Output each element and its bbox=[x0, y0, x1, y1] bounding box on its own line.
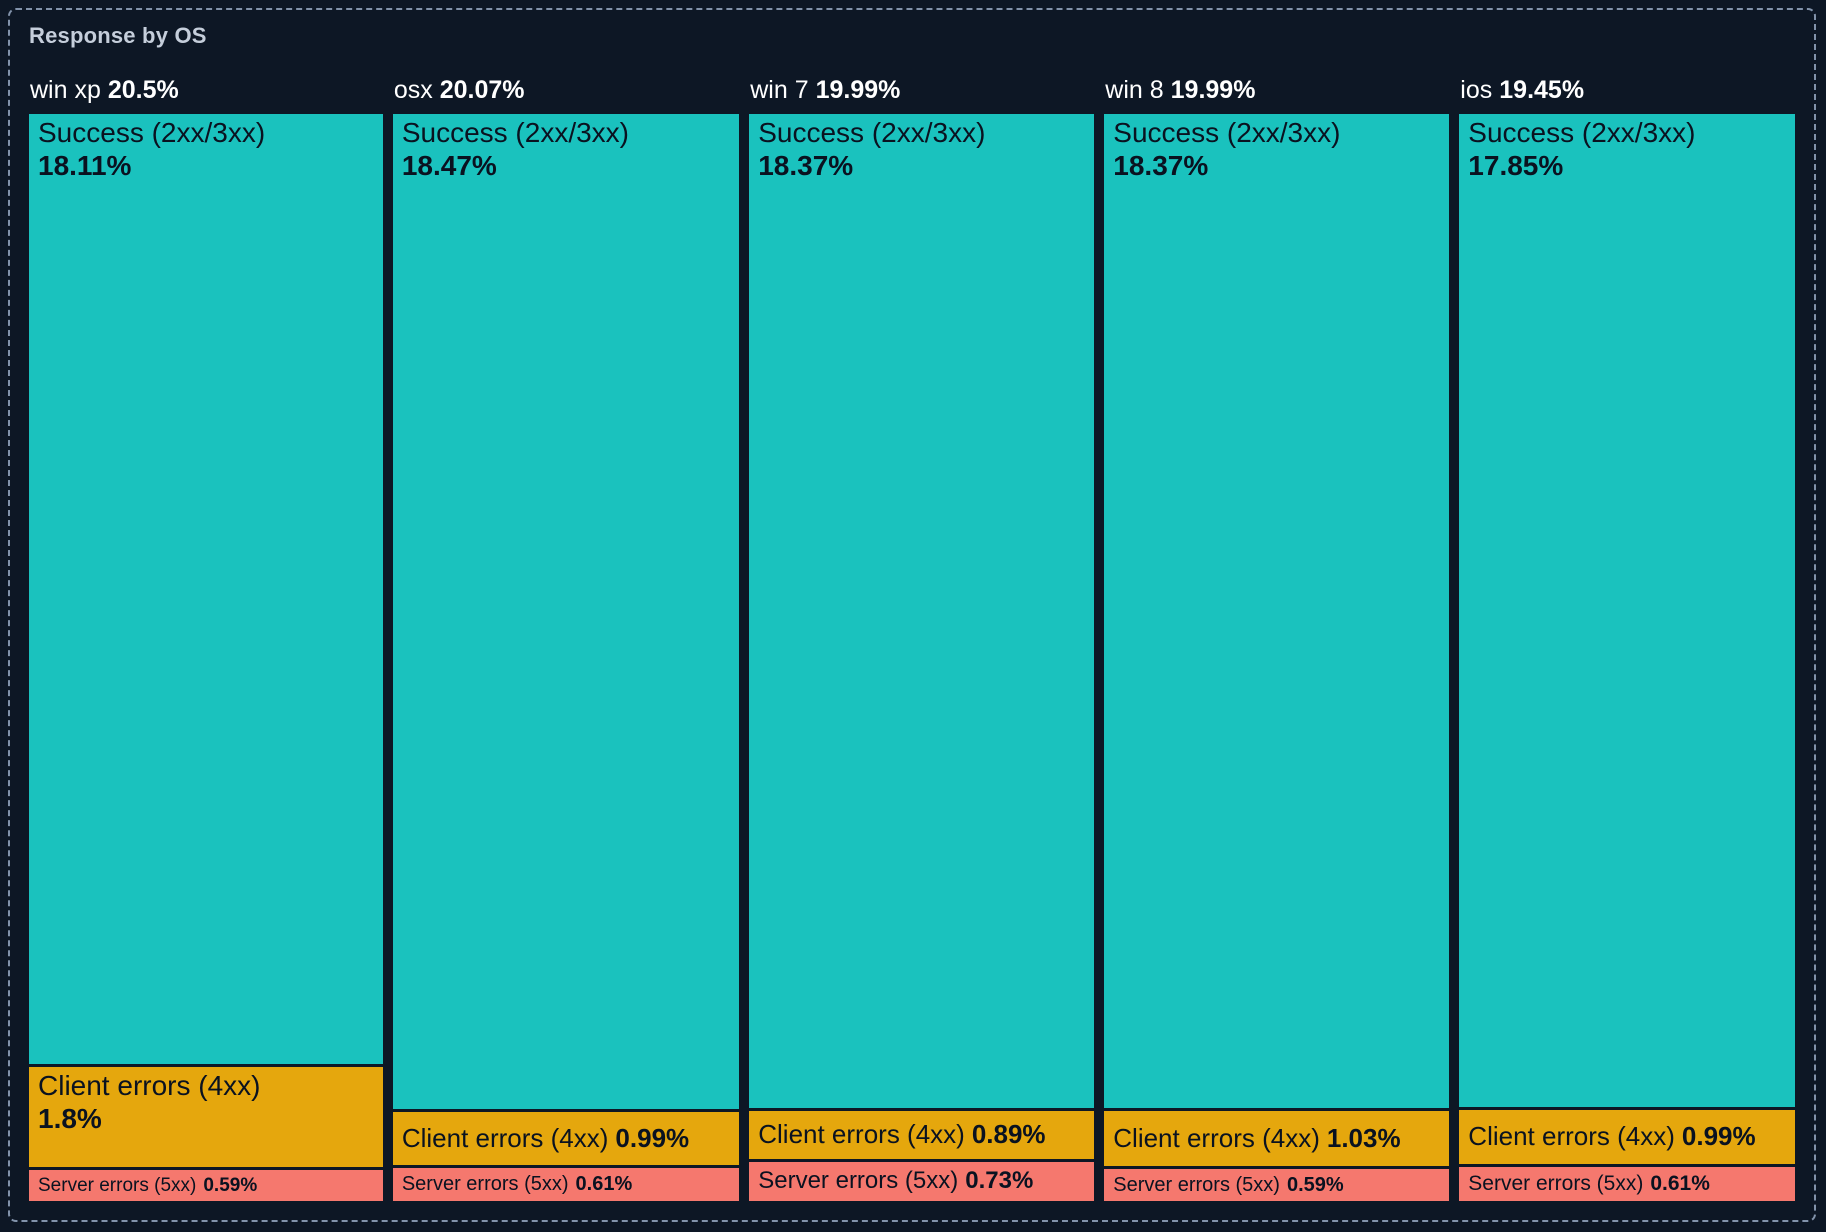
os-name: win xp bbox=[30, 76, 101, 105]
os-segment-stack: Success (2xx/3xx) 18.37% Client errors (… bbox=[1104, 114, 1450, 1201]
os-total-percent: 20.07% bbox=[439, 76, 525, 105]
treemap-chart: win xp 20.5% Success (2xx/3xx) 18.11% Cl… bbox=[29, 78, 1795, 1202]
segment-value: 1.03% bbox=[1326, 1123, 1401, 1154]
segment-server-errors[interactable]: Server errors (5xx) 0.61% bbox=[1459, 1167, 1795, 1201]
segment-value: 18.37% bbox=[1113, 150, 1209, 182]
segment-label: Success (2xx/3xx) bbox=[38, 117, 266, 149]
segment-label: Client errors (4xx) bbox=[1113, 1123, 1320, 1154]
segment-value: 18.11% bbox=[38, 150, 132, 182]
segment-label: Server errors (5xx) bbox=[38, 1174, 197, 1196]
response-by-os-panel: Response by OS win xp 20.5% Success (2xx… bbox=[8, 8, 1816, 1222]
os-name: win 8 bbox=[1105, 76, 1164, 105]
segment-client-errors[interactable]: Client errors (4xx) 0.99% bbox=[1459, 1109, 1795, 1165]
os-column-header: osx 20.07% bbox=[394, 78, 739, 103]
segment-label: Server errors (5xx) bbox=[1468, 1172, 1644, 1196]
segment-client-errors[interactable]: Client errors (4xx) 0.89% bbox=[749, 1110, 1095, 1159]
segment-server-errors[interactable]: Server errors (5xx) 0.61% bbox=[392, 1168, 740, 1202]
os-name: ios bbox=[1460, 76, 1493, 105]
segment-value: 18.47% bbox=[401, 150, 497, 182]
segment-value: 0.73% bbox=[965, 1167, 1034, 1195]
panel-title: Response by OS bbox=[29, 23, 207, 48]
segment-label: Server errors (5xx) bbox=[758, 1167, 959, 1195]
os-segment-stack: Success (2xx/3xx) 18.47% Client errors (… bbox=[392, 114, 740, 1202]
os-column-ios: ios 19.45% Success (2xx/3xx) 17.85% Clie… bbox=[1459, 78, 1795, 1201]
os-column-header: win 8 19.99% bbox=[1105, 78, 1449, 103]
segment-value: 0.59% bbox=[1286, 1173, 1344, 1196]
segment-value: 17.85% bbox=[1468, 150, 1564, 182]
segment-label: Server errors (5xx) bbox=[1113, 1173, 1280, 1196]
segment-label: Success (2xx/3xx) bbox=[1113, 117, 1341, 149]
segment-success[interactable]: Success (2xx/3xx) 17.85% bbox=[1459, 114, 1795, 1107]
segment-server-errors[interactable]: Server errors (5xx) 0.73% bbox=[749, 1161, 1095, 1201]
segment-success[interactable]: Success (2xx/3xx) 18.47% bbox=[392, 114, 740, 1110]
segment-value: 0.59% bbox=[203, 1174, 258, 1196]
os-segment-stack: Success (2xx/3xx) 18.37% Client errors (… bbox=[749, 114, 1095, 1201]
os-total-percent: 19.99% bbox=[1170, 76, 1256, 105]
segment-label: Success (2xx/3xx) bbox=[1468, 117, 1696, 149]
os-column-win-7: win 7 19.99% Success (2xx/3xx) 18.37% Cl… bbox=[749, 78, 1095, 1201]
segment-server-errors[interactable]: Server errors (5xx) 0.59% bbox=[29, 1170, 383, 1201]
segment-value: 18.37% bbox=[758, 150, 854, 182]
segment-label: Client errors (4xx) bbox=[38, 1070, 261, 1102]
segment-client-errors[interactable]: Client errors (4xx) 1.8% bbox=[29, 1067, 383, 1168]
os-column-osx: osx 20.07% Success (2xx/3xx) 18.47% Clie… bbox=[392, 78, 740, 1202]
os-name: win 7 bbox=[750, 76, 809, 105]
os-total-percent: 20.5% bbox=[107, 76, 179, 105]
segment-client-errors[interactable]: Client errors (4xx) 0.99% bbox=[392, 1112, 740, 1166]
segment-success[interactable]: Success (2xx/3xx) 18.37% bbox=[1104, 114, 1450, 1108]
segment-client-errors[interactable]: Client errors (4xx) 1.03% bbox=[1104, 1110, 1450, 1167]
os-column-header: ios 19.45% bbox=[1460, 78, 1795, 103]
os-column-win-xp: win xp 20.5% Success (2xx/3xx) 18.11% Cl… bbox=[29, 78, 383, 1201]
segment-value: 1.8% bbox=[38, 1103, 102, 1135]
os-column-win-8: win 8 19.99% Success (2xx/3xx) 18.37% Cl… bbox=[1104, 78, 1450, 1201]
segment-value: 0.99% bbox=[615, 1123, 690, 1154]
segment-label: Server errors (5xx) bbox=[401, 1173, 569, 1196]
segment-success[interactable]: Success (2xx/3xx) 18.11% bbox=[29, 114, 383, 1065]
segment-label: Client errors (4xx) bbox=[401, 1123, 609, 1154]
os-segment-stack: Success (2xx/3xx) 18.11% Client errors (… bbox=[29, 114, 383, 1201]
segment-success[interactable]: Success (2xx/3xx) 18.37% bbox=[749, 114, 1095, 1108]
segment-label: Success (2xx/3xx) bbox=[401, 117, 629, 149]
segment-label: Success (2xx/3xx) bbox=[758, 117, 986, 149]
segment-label: Client errors (4xx) bbox=[758, 1119, 965, 1150]
os-total-percent: 19.45% bbox=[1499, 76, 1585, 105]
os-column-header: win xp 20.5% bbox=[30, 78, 383, 103]
segment-value: 0.61% bbox=[1650, 1172, 1710, 1196]
segment-value: 0.61% bbox=[575, 1173, 633, 1196]
segment-value: 0.89% bbox=[971, 1119, 1046, 1150]
segment-label: Client errors (4xx) bbox=[1468, 1121, 1675, 1152]
os-total-percent: 19.99% bbox=[815, 76, 901, 105]
os-name: osx bbox=[393, 76, 433, 105]
os-column-header: win 7 19.99% bbox=[750, 78, 1094, 103]
segment-value: 0.99% bbox=[1681, 1121, 1756, 1152]
os-segment-stack: Success (2xx/3xx) 17.85% Client errors (… bbox=[1459, 114, 1795, 1201]
segment-server-errors[interactable]: Server errors (5xx) 0.59% bbox=[1104, 1169, 1450, 1201]
